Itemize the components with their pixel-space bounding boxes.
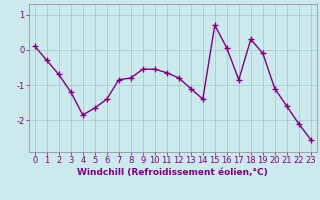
X-axis label: Windchill (Refroidissement éolien,°C): Windchill (Refroidissement éolien,°C) [77,168,268,177]
